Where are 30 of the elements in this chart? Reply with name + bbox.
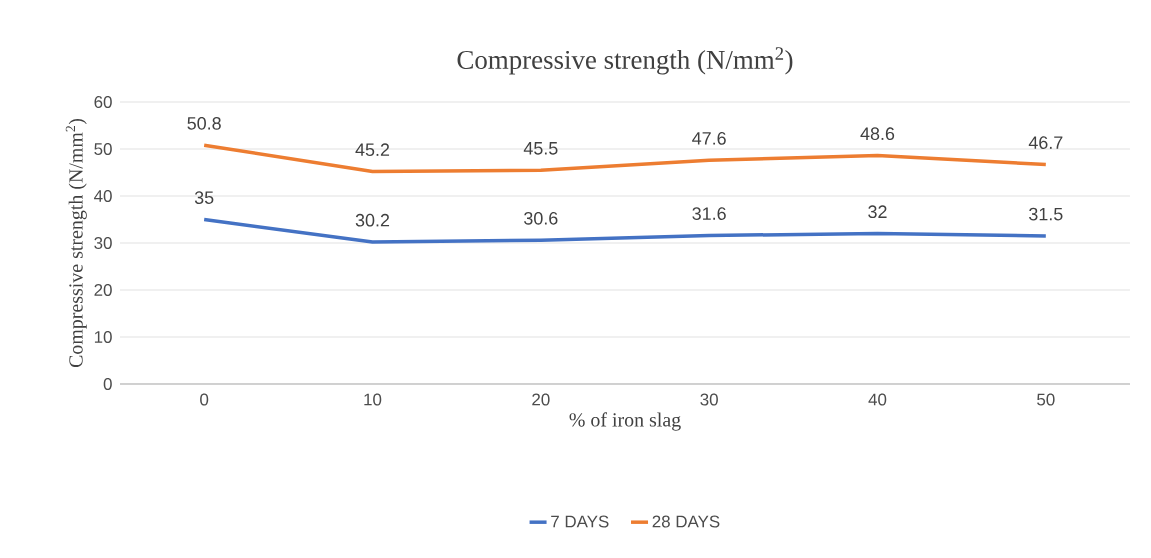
- x-tick-label: 50: [1037, 393, 1055, 406]
- data-label: 46.7: [1028, 136, 1063, 149]
- data-label: 35: [194, 191, 214, 204]
- data-label: 47.6: [692, 132, 726, 145]
- y-tick-label: 60: [94, 96, 112, 108]
- legend-label: 28 DAYS: [652, 515, 720, 528]
- y-tick-label: 40: [94, 190, 112, 202]
- chart-title: Compressive strength (N/mm$^{2}$): [457, 47, 793, 75]
- data-label: 48.6: [860, 127, 895, 141]
- data-label: 45.5: [523, 142, 558, 155]
- y-tick-label: 50: [94, 143, 112, 155]
- data-label: 31.6: [692, 207, 726, 220]
- x-tick-label: 20: [532, 393, 550, 406]
- y-tick-label: 20: [94, 284, 112, 296]
- data-label: 50.8: [187, 117, 221, 130]
- x-tick-label: 0: [200, 393, 209, 406]
- legend-label: 7 DAYS: [551, 515, 609, 528]
- x-tick-label: 30: [700, 393, 718, 406]
- x-axis-title: % of iron slag: [569, 412, 681, 431]
- data-label: 32: [868, 205, 887, 219]
- y-axis-title: Compressive strength (N/mm$^{2}$): [65, 118, 87, 368]
- data-label: 30.6: [524, 211, 558, 225]
- x-tick-label: 40: [868, 393, 887, 406]
- x-tick-label: 10: [364, 393, 382, 406]
- data-label: 30.2: [355, 213, 390, 227]
- data-label: 31.5: [1029, 207, 1063, 221]
- data-label: 45.2: [355, 143, 390, 157]
- y-tick-label: 0: [103, 378, 112, 390]
- y-tick-label: 30: [94, 237, 112, 249]
- y-tick-label: 10: [94, 331, 112, 343]
